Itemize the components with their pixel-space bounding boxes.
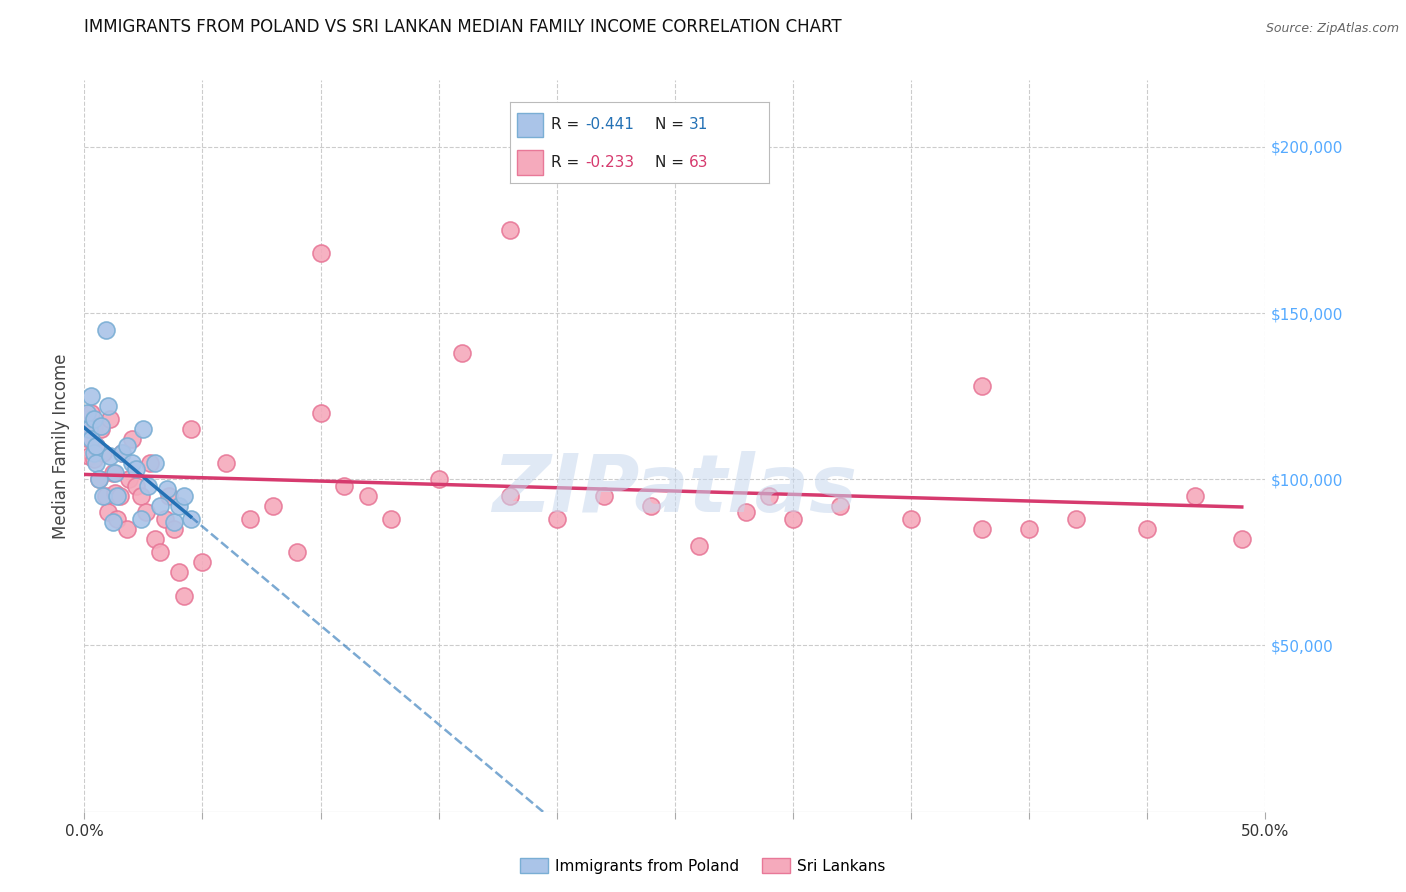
- Point: [84, 439, 107, 453]
- Point: [80, 406, 103, 420]
- Point: [83, 412, 105, 426]
- Point: [94, 489, 117, 503]
- Point: [1184, 489, 1206, 503]
- Point: [76, 412, 98, 426]
- Point: [101, 516, 124, 530]
- Point: [451, 346, 474, 360]
- Point: [83, 452, 105, 467]
- Point: [77, 422, 100, 436]
- Point: [1018, 522, 1040, 536]
- Point: [104, 466, 127, 480]
- Point: [498, 489, 520, 503]
- Point: [97, 506, 120, 520]
- Point: [84, 439, 107, 453]
- Point: [91, 489, 114, 503]
- Point: [149, 499, 172, 513]
- Point: [167, 566, 190, 580]
- Point: [121, 456, 143, 470]
- Point: [163, 522, 186, 536]
- Point: [498, 223, 520, 237]
- Point: [115, 439, 138, 453]
- Point: [156, 482, 179, 496]
- Point: [118, 472, 141, 486]
- Point: [239, 512, 262, 526]
- Y-axis label: Median Family Income: Median Family Income: [52, 353, 70, 539]
- Point: [309, 246, 332, 260]
- Point: [97, 399, 120, 413]
- Point: [688, 539, 710, 553]
- Point: [132, 422, 155, 436]
- Point: [87, 472, 110, 486]
- Point: [111, 445, 134, 459]
- Point: [87, 472, 110, 486]
- Point: [136, 479, 159, 493]
- Point: [111, 445, 134, 459]
- Point: [157, 489, 180, 503]
- Point: [640, 499, 662, 513]
- Point: [129, 489, 152, 503]
- Point: [76, 406, 98, 420]
- Point: [1136, 522, 1159, 536]
- Point: [593, 489, 616, 503]
- Text: ZIPatlas: ZIPatlas: [492, 450, 858, 529]
- Point: [285, 545, 308, 559]
- Point: [125, 479, 148, 493]
- Point: [84, 456, 107, 470]
- Point: [77, 433, 100, 447]
- Text: Source: ZipAtlas.com: Source: ZipAtlas.com: [1265, 22, 1399, 36]
- Point: [1230, 532, 1253, 546]
- Point: [98, 412, 121, 426]
- Point: [149, 545, 172, 559]
- Point: [970, 379, 993, 393]
- Point: [153, 512, 176, 526]
- Point: [900, 512, 922, 526]
- Point: [107, 489, 129, 503]
- Point: [357, 489, 380, 503]
- Point: [80, 433, 103, 447]
- Point: [734, 506, 756, 520]
- Legend: Immigrants from Poland, Sri Lankans: Immigrants from Poland, Sri Lankans: [515, 852, 891, 880]
- Point: [98, 449, 121, 463]
- Point: [80, 389, 103, 403]
- Point: [125, 462, 148, 476]
- Point: [215, 456, 238, 470]
- Point: [970, 522, 993, 536]
- Point: [90, 419, 112, 434]
- Point: [108, 489, 131, 503]
- Point: [83, 422, 105, 436]
- Point: [77, 449, 100, 463]
- Point: [135, 506, 157, 520]
- Point: [309, 406, 332, 420]
- Point: [180, 422, 202, 436]
- Point: [546, 512, 568, 526]
- Point: [90, 422, 112, 436]
- Point: [91, 445, 114, 459]
- Point: [380, 512, 402, 526]
- Point: [1066, 512, 1088, 526]
- Point: [121, 433, 143, 447]
- Point: [782, 512, 804, 526]
- Text: IMMIGRANTS FROM POLAND VS SRI LANKAN MEDIAN FAMILY INCOME CORRELATION CHART: IMMIGRANTS FROM POLAND VS SRI LANKAN MED…: [84, 19, 842, 37]
- Point: [333, 479, 356, 493]
- Point: [129, 512, 152, 526]
- Point: [83, 445, 105, 459]
- Point: [107, 512, 129, 526]
- Point: [191, 555, 214, 569]
- Point: [758, 489, 780, 503]
- Point: [115, 522, 138, 536]
- Point: [173, 589, 195, 603]
- Point: [101, 466, 124, 480]
- Point: [173, 489, 195, 503]
- Point: [163, 516, 186, 530]
- Point: [427, 472, 450, 486]
- Point: [830, 499, 852, 513]
- Point: [139, 456, 162, 470]
- Point: [167, 499, 190, 513]
- Point: [94, 323, 117, 337]
- Point: [180, 512, 202, 526]
- Point: [104, 485, 127, 500]
- Point: [143, 456, 166, 470]
- Point: [143, 532, 166, 546]
- Point: [262, 499, 284, 513]
